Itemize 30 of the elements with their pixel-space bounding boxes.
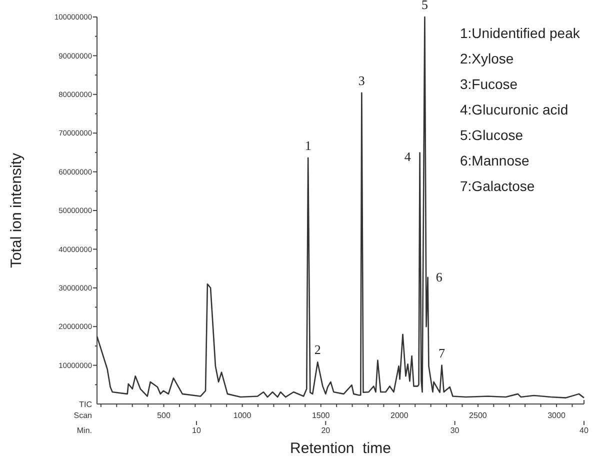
annotation: 6:Mannose	[460, 152, 530, 168]
x-tick-label: 20	[321, 426, 331, 435]
line-series	[96, 16, 585, 398]
annotation: 4	[404, 148, 412, 164]
annotation: 6	[436, 269, 443, 284]
x2-tick-label: 500	[157, 411, 171, 420]
annotation: 5:Glucose	[460, 127, 524, 143]
annotation: 4:Glucuronic acid	[460, 102, 568, 118]
x2-tick-label: 2000	[390, 411, 409, 420]
annotation: 2	[314, 342, 321, 358]
annotation: 1	[304, 138, 312, 153]
x2-tick-label: 3000	[548, 411, 566, 420]
x-tick-label: 40	[580, 426, 589, 435]
x2-tick-label: 2500	[469, 411, 488, 420]
text: Min.	[76, 426, 92, 435]
x-axis-title: Retention time	[290, 440, 391, 457]
annotation: 3	[358, 72, 365, 88]
y-axis-title: Total ion intensity	[8, 152, 25, 268]
annotation: 2:Xylose	[460, 50, 514, 66]
annotation: 5	[421, 0, 428, 12]
annotation: 7	[438, 345, 446, 360]
annotation: 7:Galactose	[460, 178, 535, 194]
annotation: 1:Unidentified peak	[460, 25, 581, 41]
x2-tick-label: 1000	[233, 411, 252, 420]
x2-tick-label: 1500	[312, 411, 330, 420]
annotation: 3:Fucose	[460, 76, 518, 92]
x-tick-label: 10	[192, 426, 202, 435]
x-tick-label: 30	[450, 426, 460, 435]
x2-axis-title: Scan	[74, 411, 92, 420]
text: TIC	[79, 400, 92, 409]
